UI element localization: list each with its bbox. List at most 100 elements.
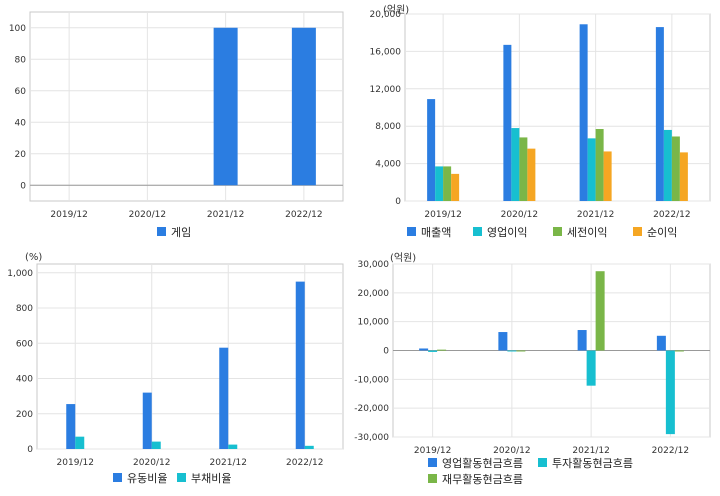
legend-swatch — [177, 473, 186, 482]
legend-label: 재무활동현금흐름 — [442, 472, 523, 486]
legend-label: 유동비율 — [127, 472, 167, 485]
plot-frame — [29, 11, 344, 202]
y-tick-label: 400 — [16, 375, 33, 385]
unit-label: (%) — [25, 252, 42, 263]
bar-재무활동현금흐름 — [437, 349, 447, 351]
bar-투자활동현금흐름 — [428, 350, 438, 352]
bar-영업활동현금흐름 — [577, 330, 587, 351]
y-tick-label: 100 — [9, 24, 26, 34]
bar-투자활동현금흐름 — [586, 350, 596, 386]
y-tick-label: 0 — [383, 347, 389, 357]
y-tick-label: 8,000 — [375, 122, 401, 132]
chart-panel-1: 0 20 40 60 80 100 2019/12 2020/12 2021/12 2022/12… — [9, 11, 344, 239]
bar-영업이익 — [511, 128, 520, 201]
x-tick-label: 2021/12 — [577, 210, 614, 220]
y-tick-label: 20,000 — [370, 10, 402, 20]
legend-swatch — [428, 458, 437, 467]
bar-세전이익 — [519, 137, 528, 201]
y-tick-label: 600 — [16, 339, 33, 349]
y-tick-label: 4,000 — [375, 160, 401, 170]
bar-영업활동현금흐름 — [656, 335, 666, 351]
legend-label: 순이익 — [647, 226, 677, 239]
bar-순이익 — [527, 148, 536, 201]
y-tick-label: -20,000 — [354, 404, 389, 414]
legend-swatch — [157, 227, 166, 236]
y-tick-label: 0 — [27, 445, 33, 455]
x-tick-label: 2020/12 — [129, 210, 166, 220]
x-tick-label: 2020/12 — [501, 210, 538, 220]
legend-swatch — [538, 458, 547, 467]
legend-swatch — [553, 227, 562, 236]
x-tick-label: 2022/12 — [653, 210, 690, 220]
bar-재무활동현금흐름 — [595, 271, 605, 351]
y-tick-label: 1,000 — [7, 269, 33, 279]
legend-label: 투자활동현금흐름 — [552, 456, 633, 470]
bar-부채비율 — [304, 445, 314, 449]
y-tick-label: -10,000 — [354, 375, 389, 385]
bar-영업활동현금흐름 — [498, 332, 508, 351]
bar-유동비율 — [295, 281, 305, 449]
legend-swatch — [428, 474, 437, 483]
y-tick-label: 0 — [395, 197, 401, 207]
x-tick-label: 2019/12 — [50, 210, 87, 220]
x-tick-label: 2021/12 — [572, 446, 609, 456]
bar-부채비율 — [151, 441, 161, 449]
bar-재무활동현금흐름 — [674, 350, 684, 352]
legend-swatch — [113, 473, 122, 482]
bar-매출액 — [579, 24, 588, 201]
bar-영업이익 — [587, 138, 596, 201]
bar-순이익 — [603, 151, 612, 201]
bar-세전이익 — [595, 129, 604, 201]
bar-영업이익 — [435, 166, 444, 201]
bar-매출액 — [503, 44, 512, 202]
y-tick-label: 40 — [15, 118, 27, 128]
bar-부채비율 — [75, 436, 85, 449]
bar-영업이익 — [663, 129, 672, 201]
x-tick-label: 2019/12 — [424, 210, 461, 220]
bar-영업활동현금흐름 — [419, 348, 429, 351]
y-tick-label: 20 — [15, 150, 27, 160]
bar-유동비율 — [66, 404, 76, 449]
chart-panel-3: 0 200 400 600 800 1,000 2019/12 2020/12 2021/12 2… — [7, 252, 344, 485]
legend-label: 세전이익 — [567, 226, 607, 239]
y-tick-label: 0 — [20, 181, 26, 191]
legend-swatch — [633, 227, 642, 236]
x-tick-label: 2020/12 — [133, 458, 170, 468]
legend-label: 영업활동현금흐름 — [442, 456, 523, 470]
y-tick-label: 30,000 — [358, 260, 390, 270]
y-tick-label: 200 — [16, 410, 33, 420]
y-tick-label: 80 — [15, 55, 27, 65]
x-tick-label: 2022/12 — [286, 458, 323, 468]
x-tick-label: 2021/12 — [207, 210, 244, 220]
y-tick-label: 60 — [15, 87, 27, 97]
bar-게임 — [291, 27, 316, 186]
chart-panel-4: -30,000 -20,000 -10,000 0 10,000 20,000 30,000… — [354, 252, 711, 486]
bar-재무활동현금흐름 — [516, 350, 526, 352]
legend-swatch — [473, 227, 482, 236]
legend-label: 영업이익 — [487, 226, 527, 239]
x-tick-label: 2019/12 — [57, 458, 94, 468]
legend-label: 매출액 — [421, 226, 451, 239]
legend-label: 게임 — [171, 226, 191, 239]
unit-label: (억원) — [390, 252, 416, 264]
bar-세전이익 — [671, 136, 680, 201]
x-tick-label: 2022/12 — [652, 446, 689, 456]
bar-순이익 — [679, 152, 688, 201]
bar-매출액 — [427, 99, 436, 201]
x-tick-label: 2021/12 — [210, 458, 247, 468]
y-tick-label: 16,000 — [370, 47, 402, 57]
bar-게임 — [213, 27, 238, 186]
unit-label: (억원) — [383, 4, 409, 16]
chart-panel-2: 0 4,000 8,000 12,000 16,000 20,000 2019/12 2020… — [370, 4, 711, 239]
bar-투자활동현금흐름 — [507, 350, 517, 352]
bar-유동비율 — [142, 392, 152, 449]
y-tick-label: -30,000 — [354, 433, 389, 443]
bar-순이익 — [451, 173, 460, 201]
x-tick-label: 2020/12 — [493, 446, 530, 456]
bar-매출액 — [655, 27, 664, 202]
legend-swatch — [407, 227, 416, 236]
x-tick-label: 2022/12 — [285, 210, 322, 220]
bar-세전이익 — [443, 166, 452, 201]
plot-frame — [36, 263, 344, 450]
